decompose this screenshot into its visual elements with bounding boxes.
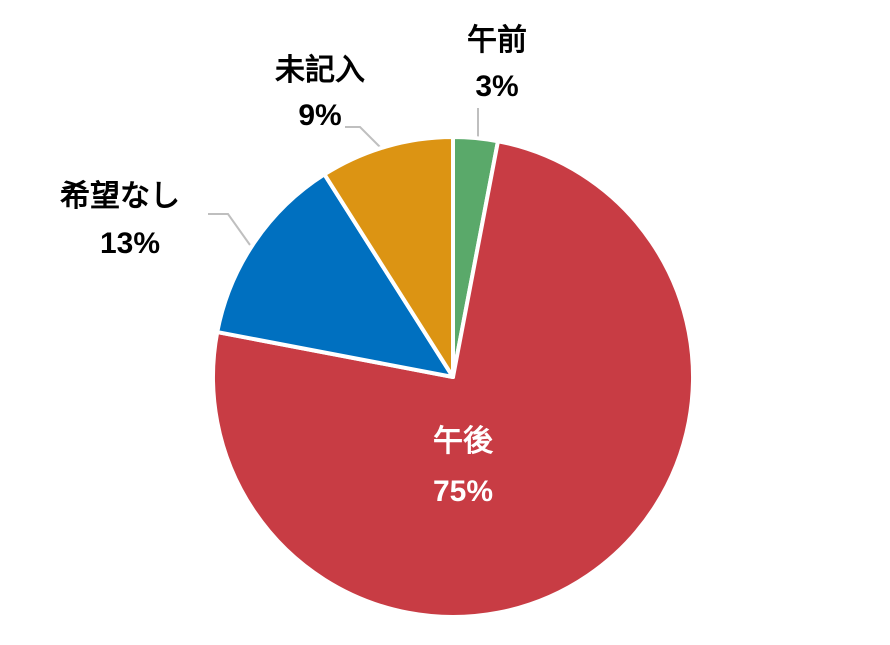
category-label: 午前 (467, 24, 527, 57)
category-label: 午後 (433, 425, 494, 458)
pie-slice (211, 139, 695, 619)
category-label: 未記入 (275, 53, 365, 87)
value-label: 3% (475, 70, 518, 103)
pie-slice (215, 172, 455, 379)
category-label: 希望なし (60, 180, 180, 213)
value-label: 75% (433, 475, 493, 508)
pie-slice (322, 135, 455, 379)
leader-line (208, 213, 251, 246)
value-label: 9% (298, 99, 341, 132)
leader-line (345, 126, 381, 148)
value-label: 13% (100, 227, 160, 260)
leader-lines (208, 108, 479, 246)
